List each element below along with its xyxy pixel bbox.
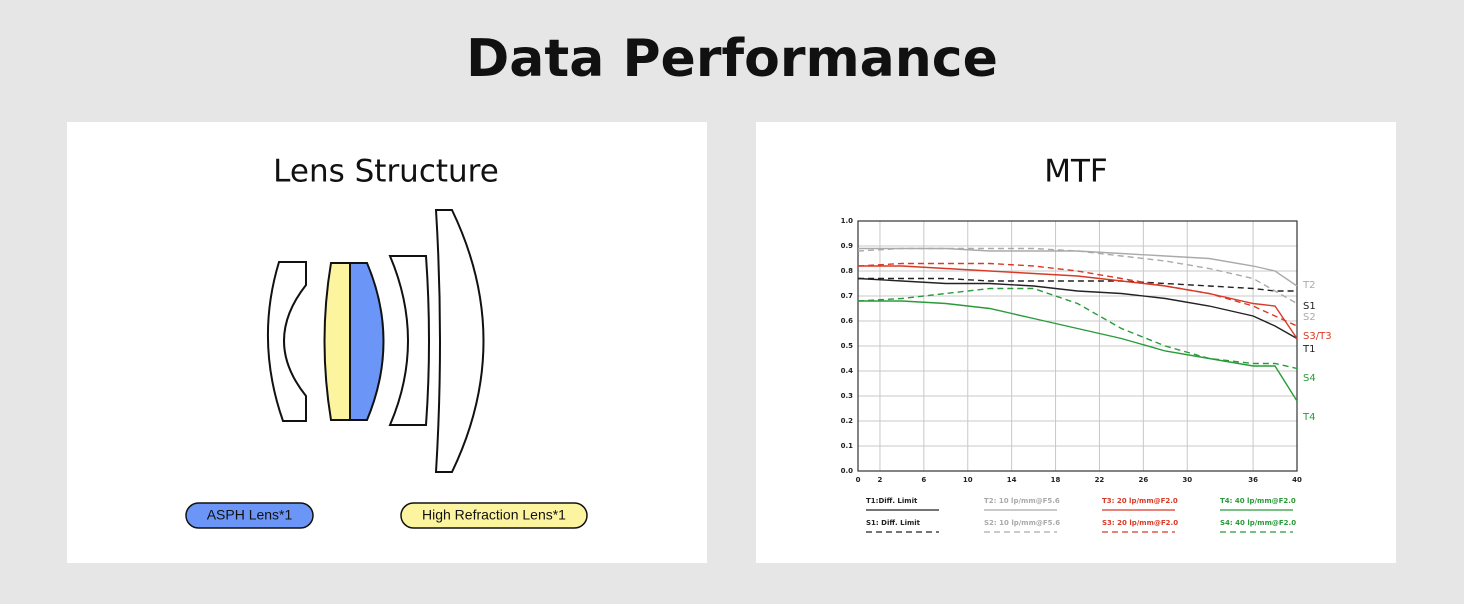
y-tick-label: 0.6: [841, 317, 854, 325]
legend-label: T4: 40 lp/mm@F2.0: [1220, 497, 1296, 505]
x-tick-label: 0: [856, 476, 861, 484]
end-label: T4: [1302, 412, 1315, 423]
x-tick-label: 30: [1182, 476, 1192, 484]
legend-pill: [400, 502, 588, 529]
lens-panel: [67, 122, 707, 563]
x-tick-label: 22: [1095, 476, 1105, 484]
x-tick-label: 36: [1248, 476, 1258, 484]
legend-label: ASPH Lens*1: [207, 507, 293, 523]
y-tick-label: 0.7: [841, 292, 854, 300]
x-tick-label: 18: [1051, 476, 1061, 484]
end-label: S4: [1303, 373, 1316, 384]
x-tick-label: 10: [963, 476, 973, 484]
y-tick-label: 0.5: [841, 342, 854, 350]
legend-label: S4: 40 lp/mm@F2.0: [1220, 519, 1296, 527]
lens-element: [434, 209, 485, 473]
lens-element: [349, 262, 385, 421]
legend-label: T2: 10 lp/mm@F5.6: [984, 497, 1060, 505]
mtf-title: MTF: [1044, 154, 1108, 190]
mtf-line: [858, 265, 1298, 339]
legend-label: T1:Diff. Limit: [866, 497, 918, 505]
end-label: T2: [1302, 280, 1315, 291]
lens-element: [266, 261, 307, 422]
lens-diagram: [266, 209, 485, 473]
legend-label: T3: 20 lp/mm@F2.0: [1102, 497, 1178, 505]
mtf-panel: [756, 122, 1396, 563]
mtf-line: [858, 300, 1298, 402]
end-label: S2: [1303, 312, 1316, 323]
legend-label: S2: 10 lp/mm@F5.6: [984, 519, 1060, 527]
legend-label: High Refraction Lens*1: [422, 507, 566, 523]
legend-label: S1: Diff. Limit: [866, 519, 921, 527]
legend-pill: [185, 502, 314, 529]
mtf-line: [858, 277, 1297, 292]
x-tick-label: 26: [1138, 476, 1148, 484]
mtf-line: [857, 277, 1298, 340]
x-tick-label: 40: [1292, 476, 1302, 484]
y-tick-label: 1.0: [841, 217, 854, 225]
y-tick-label: 0.9: [841, 242, 854, 250]
lens-element: [323, 262, 351, 421]
lens-title: Lens Structure: [273, 154, 499, 190]
page-title: Data Performance: [466, 29, 998, 89]
y-tick-label: 0.1: [841, 442, 854, 450]
x-tick-label: 14: [1007, 476, 1017, 484]
end-label: S1: [1303, 301, 1316, 312]
mtf-line: [857, 287, 1298, 370]
x-tick-label: 2: [878, 476, 883, 484]
x-tick-label: 6: [921, 476, 926, 484]
y-tick-label: 0.3: [841, 392, 854, 400]
y-tick-label: 0.2: [841, 417, 854, 425]
y-tick-label: 0.8: [841, 267, 854, 275]
y-tick-label: 0.4: [841, 367, 854, 375]
y-tick-label: 0.0: [841, 467, 854, 475]
mtf-line: [857, 262, 1298, 327]
legend-label: S3: 20 lp/mm@F2.0: [1102, 519, 1178, 527]
lens-element: [388, 255, 430, 426]
end-label: T1: [1302, 344, 1315, 355]
mtf-line: [857, 247, 1298, 305]
end-label: S3/T3: [1303, 331, 1332, 342]
plot-frame: [857, 220, 1298, 472]
